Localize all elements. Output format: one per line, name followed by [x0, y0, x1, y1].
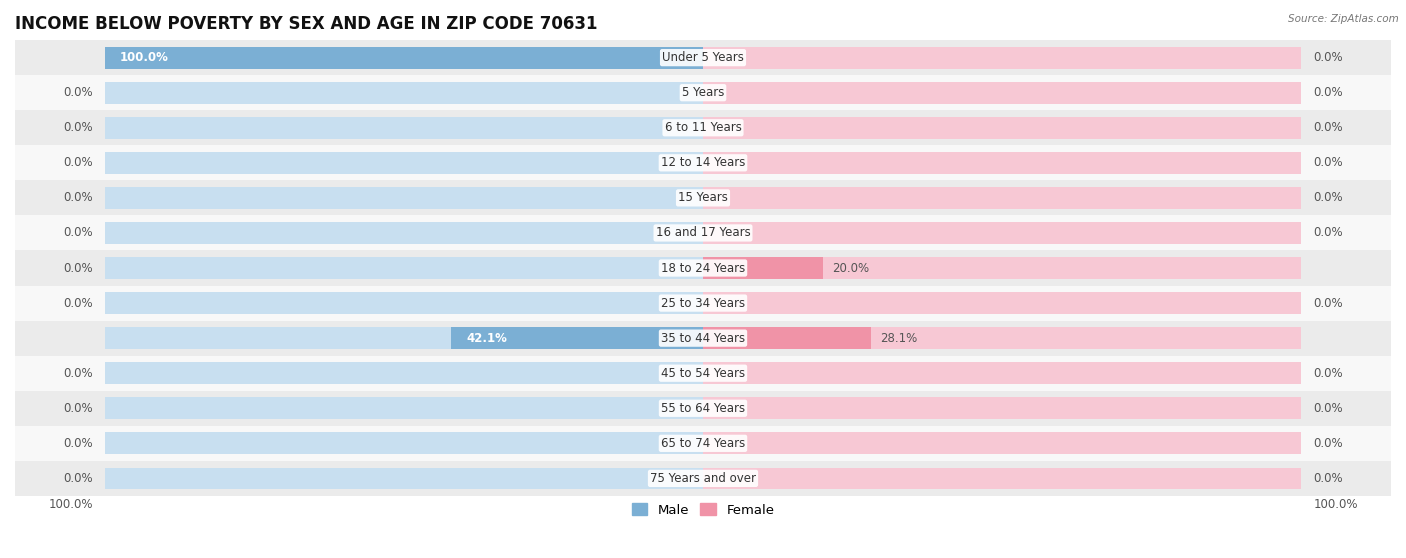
Bar: [15, 180, 1391, 215]
Bar: [104, 222, 703, 244]
Text: 0.0%: 0.0%: [63, 437, 93, 450]
Bar: [104, 117, 703, 138]
Legend: Male, Female: Male, Female: [631, 503, 775, 517]
Bar: [15, 145, 1391, 180]
Text: 42.1%: 42.1%: [465, 331, 508, 345]
Text: 16 and 17 Years: 16 and 17 Years: [655, 227, 751, 239]
Bar: [703, 468, 1302, 489]
Bar: [15, 215, 1391, 251]
Text: 0.0%: 0.0%: [63, 121, 93, 134]
Text: 0.0%: 0.0%: [63, 227, 93, 239]
Text: 0.0%: 0.0%: [63, 262, 93, 275]
Text: 100.0%: 100.0%: [1313, 498, 1358, 511]
Text: 0.0%: 0.0%: [1313, 437, 1343, 450]
Bar: [15, 75, 1391, 110]
Text: 0.0%: 0.0%: [1313, 121, 1343, 134]
Bar: [703, 397, 1302, 419]
Text: 0.0%: 0.0%: [1313, 191, 1343, 204]
Bar: [15, 391, 1391, 426]
Bar: [15, 426, 1391, 461]
Text: Source: ZipAtlas.com: Source: ZipAtlas.com: [1288, 14, 1399, 24]
Bar: [703, 257, 1302, 279]
Bar: [703, 187, 1302, 209]
Text: INCOME BELOW POVERTY BY SEX AND AGE IN ZIP CODE 70631: INCOME BELOW POVERTY BY SEX AND AGE IN Z…: [15, 15, 598, 33]
Text: 100.0%: 100.0%: [48, 498, 93, 511]
Bar: [703, 47, 1302, 69]
Bar: [15, 355, 1391, 391]
Text: 0.0%: 0.0%: [1313, 86, 1343, 99]
Text: 18 to 24 Years: 18 to 24 Years: [661, 262, 745, 275]
Text: 0.0%: 0.0%: [1313, 472, 1343, 485]
Bar: [703, 328, 872, 349]
Bar: [104, 82, 703, 104]
Bar: [104, 292, 703, 314]
Text: 15 Years: 15 Years: [678, 191, 728, 204]
Text: 20.0%: 20.0%: [831, 262, 869, 275]
Text: 28.1%: 28.1%: [880, 331, 917, 345]
Text: 25 to 34 Years: 25 to 34 Years: [661, 296, 745, 310]
Bar: [104, 257, 703, 279]
Bar: [104, 47, 703, 69]
Text: 65 to 74 Years: 65 to 74 Years: [661, 437, 745, 450]
Text: 35 to 44 Years: 35 to 44 Years: [661, 331, 745, 345]
Text: 0.0%: 0.0%: [63, 402, 93, 415]
Bar: [15, 40, 1391, 75]
Text: 55 to 64 Years: 55 to 64 Years: [661, 402, 745, 415]
Text: 12 to 14 Years: 12 to 14 Years: [661, 156, 745, 169]
Bar: [451, 328, 703, 349]
Bar: [703, 292, 1302, 314]
Text: 0.0%: 0.0%: [63, 191, 93, 204]
Text: 5 Years: 5 Years: [682, 86, 724, 99]
Bar: [703, 117, 1302, 138]
Text: 0.0%: 0.0%: [1313, 402, 1343, 415]
Bar: [15, 461, 1391, 496]
Bar: [104, 152, 703, 174]
Text: Under 5 Years: Under 5 Years: [662, 51, 744, 64]
Bar: [703, 328, 1302, 349]
Text: 0.0%: 0.0%: [63, 367, 93, 379]
Bar: [703, 152, 1302, 174]
Bar: [104, 47, 703, 69]
Bar: [703, 222, 1302, 244]
Bar: [15, 110, 1391, 145]
Text: 0.0%: 0.0%: [63, 156, 93, 169]
Bar: [104, 397, 703, 419]
Text: 0.0%: 0.0%: [63, 472, 93, 485]
Bar: [104, 468, 703, 489]
Bar: [703, 82, 1302, 104]
Bar: [703, 432, 1302, 454]
Bar: [104, 432, 703, 454]
Text: 0.0%: 0.0%: [1313, 156, 1343, 169]
Text: 100.0%: 100.0%: [120, 51, 169, 64]
Text: 0.0%: 0.0%: [63, 86, 93, 99]
Text: 75 Years and over: 75 Years and over: [650, 472, 756, 485]
Bar: [15, 251, 1391, 286]
Bar: [104, 187, 703, 209]
Bar: [104, 362, 703, 384]
Text: 0.0%: 0.0%: [1313, 227, 1343, 239]
Bar: [15, 286, 1391, 321]
Text: 0.0%: 0.0%: [1313, 51, 1343, 64]
Bar: [703, 362, 1302, 384]
Text: 0.0%: 0.0%: [1313, 296, 1343, 310]
Text: 6 to 11 Years: 6 to 11 Years: [665, 121, 741, 134]
Text: 0.0%: 0.0%: [63, 296, 93, 310]
Bar: [15, 321, 1391, 355]
Text: 45 to 54 Years: 45 to 54 Years: [661, 367, 745, 379]
Bar: [703, 257, 823, 279]
Text: 0.0%: 0.0%: [1313, 367, 1343, 379]
Bar: [104, 328, 703, 349]
